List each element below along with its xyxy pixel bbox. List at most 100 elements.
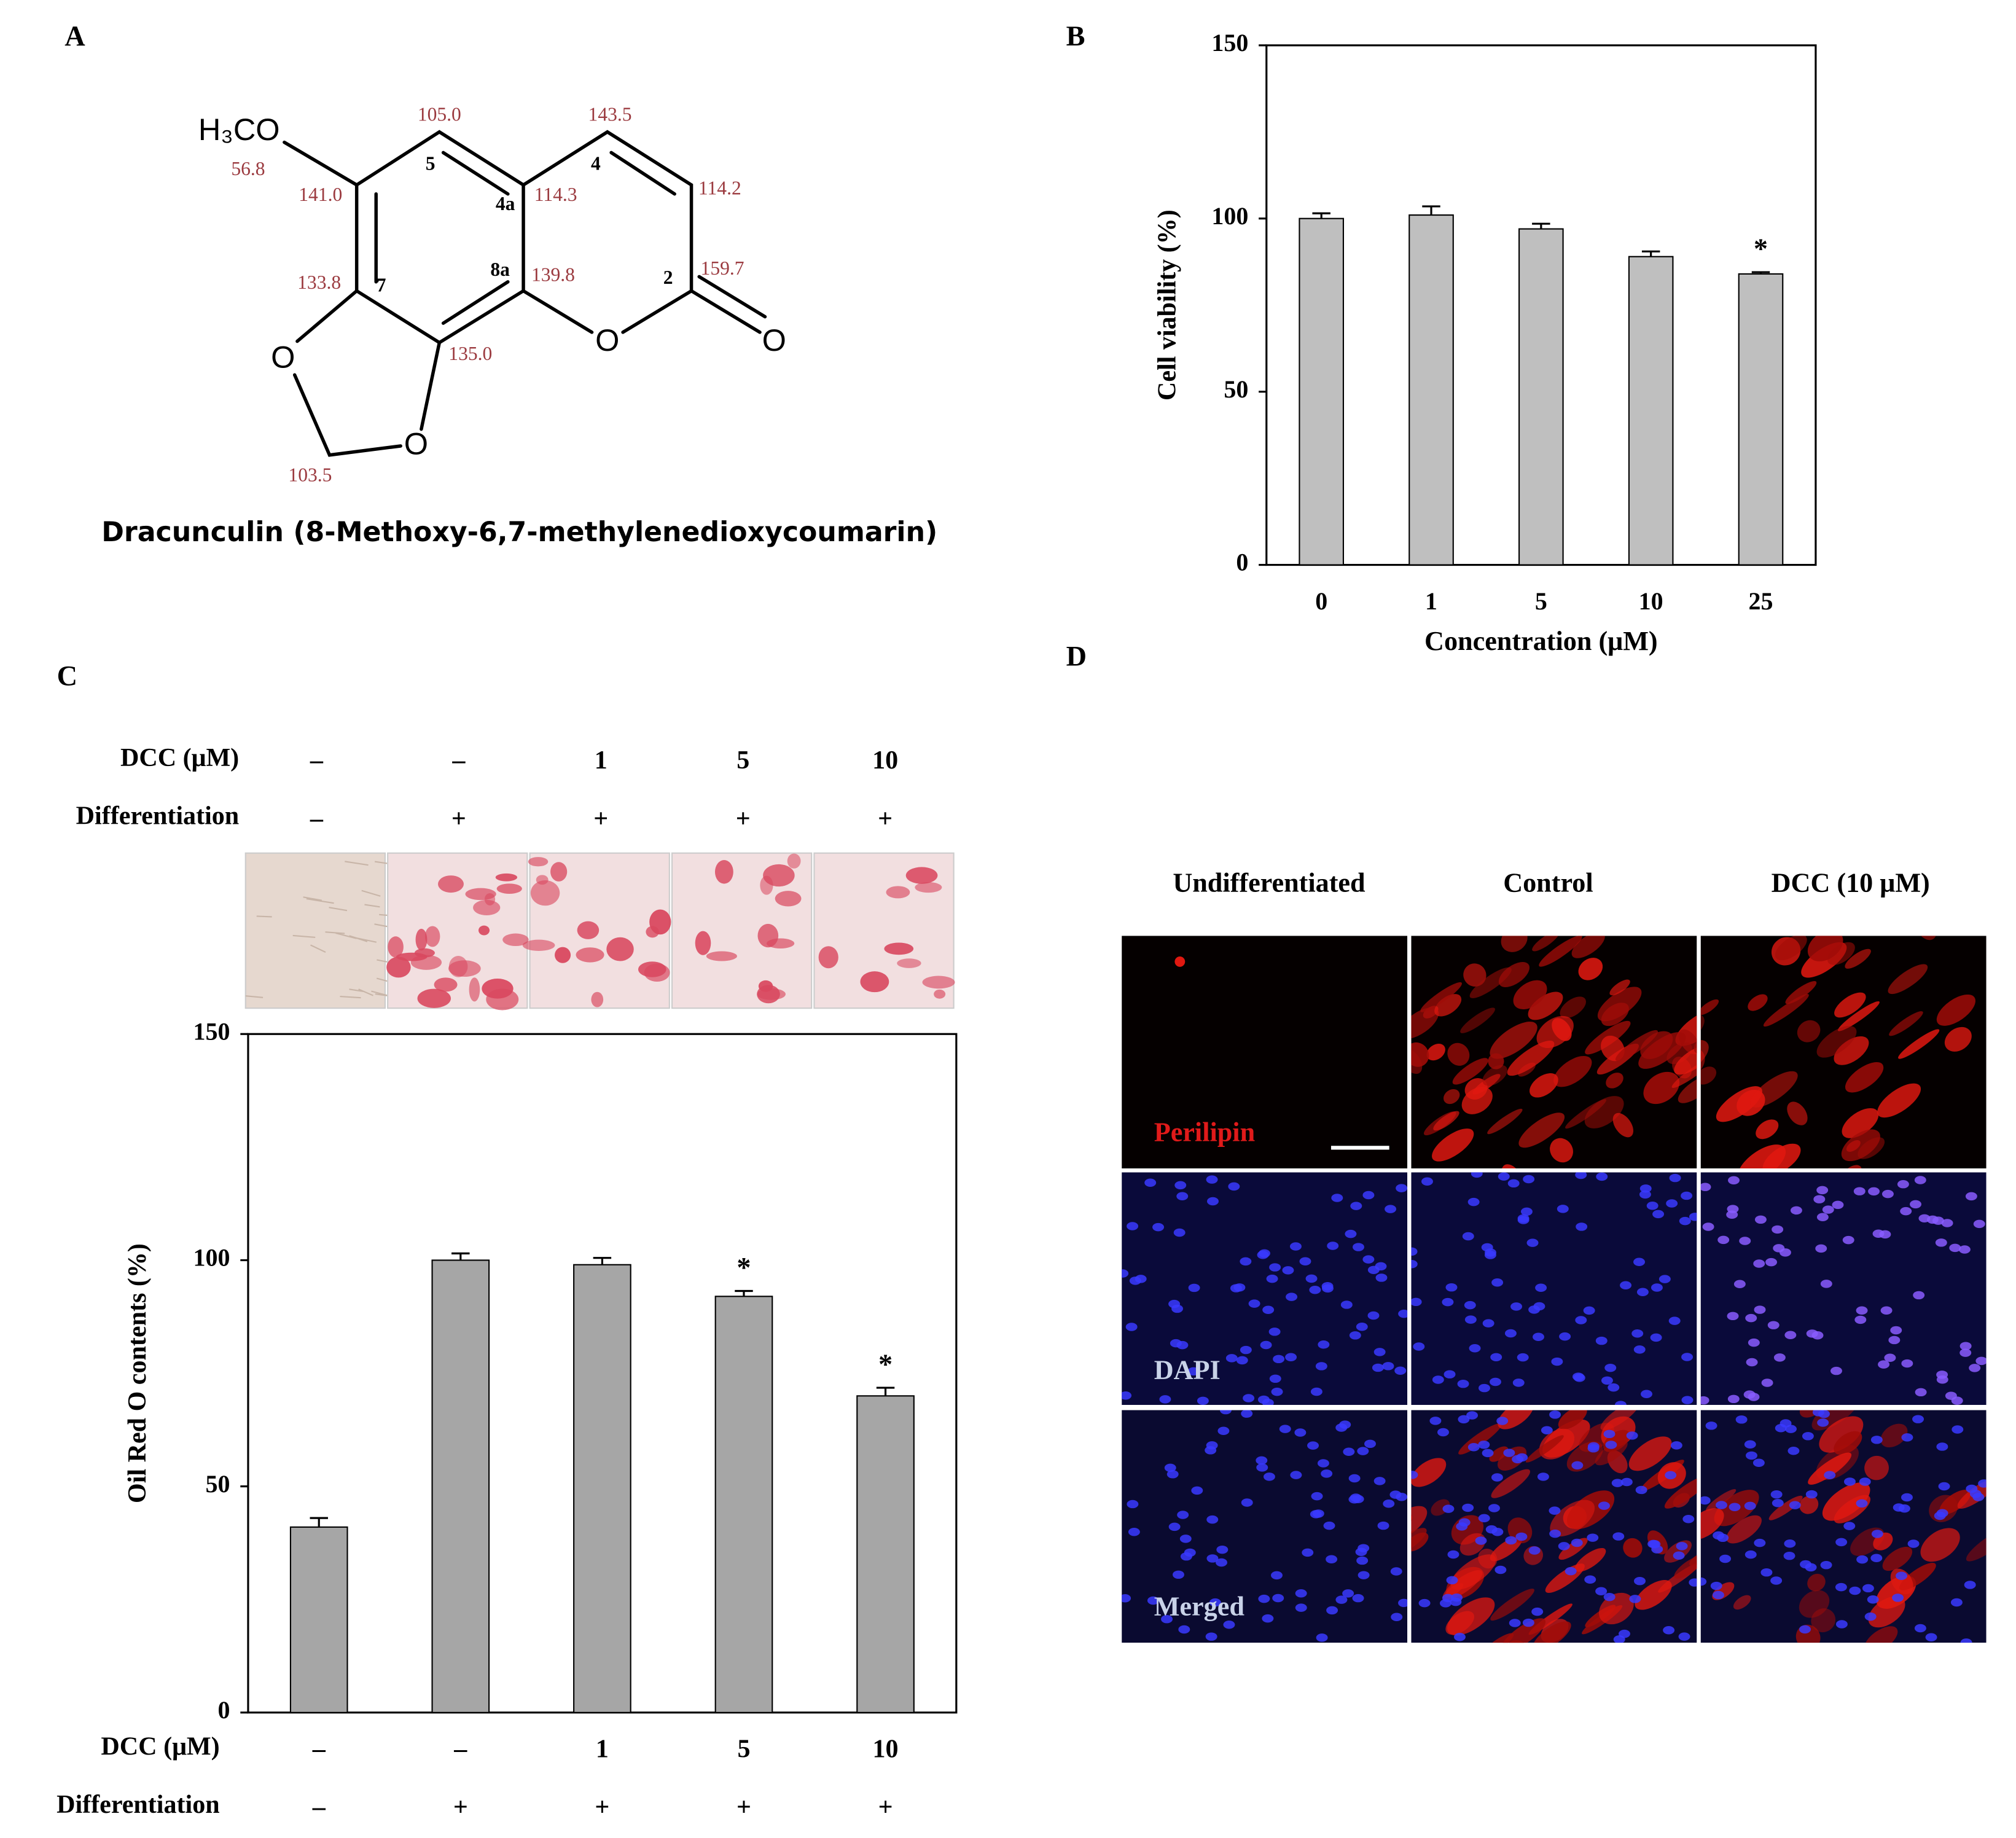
red-signal bbox=[1434, 994, 1462, 1017]
red-signal bbox=[1411, 1007, 1439, 1039]
nucleus bbox=[1240, 1257, 1252, 1266]
nucleus bbox=[1485, 1248, 1496, 1257]
nucleus bbox=[1494, 1565, 1507, 1574]
nucleus bbox=[1453, 1633, 1466, 1641]
nucleus bbox=[1893, 1503, 1905, 1512]
nucleus bbox=[1856, 1306, 1868, 1315]
stain-blob bbox=[922, 976, 955, 989]
nucleus bbox=[1790, 1206, 1802, 1215]
nucleus bbox=[1161, 1614, 1173, 1624]
red-signal bbox=[1615, 1030, 1659, 1062]
nucleus bbox=[1744, 1550, 1757, 1559]
stain-blob bbox=[438, 875, 464, 893]
nucleus bbox=[1327, 1242, 1339, 1250]
nucleus bbox=[1262, 1305, 1275, 1314]
nucleus bbox=[1666, 1199, 1678, 1208]
nucleus bbox=[1870, 1554, 1883, 1562]
nucleus bbox=[1744, 1440, 1756, 1449]
nucleus bbox=[1482, 1449, 1494, 1458]
nucleus bbox=[1689, 1213, 1697, 1221]
nucleus bbox=[1398, 1309, 1408, 1318]
red-signal bbox=[1487, 1108, 1523, 1135]
red-signal bbox=[1461, 1087, 1493, 1114]
nucleus bbox=[1743, 1390, 1756, 1399]
y-tick-label: 150 bbox=[193, 1017, 230, 1045]
stain-blob bbox=[550, 862, 568, 882]
nucleus bbox=[1432, 1375, 1444, 1384]
shift: 141.0 bbox=[299, 184, 342, 205]
nucleus bbox=[1678, 1632, 1690, 1641]
nucleus bbox=[1549, 1506, 1561, 1515]
condition-value: 10 bbox=[873, 1735, 899, 1764]
stain-blob bbox=[495, 873, 518, 882]
nucleus bbox=[1257, 1251, 1269, 1259]
nucleus bbox=[1309, 1285, 1321, 1294]
stain-blob bbox=[577, 921, 600, 939]
condition-value: + bbox=[593, 805, 608, 833]
red-signal bbox=[1936, 994, 1975, 1026]
nucleus bbox=[1811, 1331, 1824, 1340]
nucleus bbox=[1144, 1178, 1157, 1187]
shift: 56.8 bbox=[231, 158, 265, 179]
nucleus bbox=[1248, 1299, 1260, 1308]
nucleus bbox=[1761, 1378, 1773, 1387]
nucleus bbox=[1735, 1415, 1748, 1424]
red-signal bbox=[1763, 994, 1809, 1027]
nucleus bbox=[1315, 1362, 1327, 1371]
nucleus bbox=[1649, 1540, 1661, 1549]
nucleus bbox=[1604, 1363, 1617, 1372]
nucleus bbox=[1147, 1596, 1159, 1605]
bar bbox=[1408, 214, 1454, 566]
nucleus bbox=[1129, 1277, 1141, 1285]
red-signal bbox=[1623, 1538, 1643, 1558]
nucleus bbox=[1973, 1219, 1985, 1229]
cell-outline bbox=[353, 936, 377, 943]
nucleus bbox=[1633, 1257, 1645, 1266]
red-signal bbox=[1528, 991, 1563, 1020]
nucleus bbox=[1727, 1312, 1739, 1321]
red-signal bbox=[1700, 999, 1719, 1015]
nucleus bbox=[1339, 1420, 1351, 1429]
nucleus bbox=[1216, 1558, 1227, 1567]
nucleus bbox=[1681, 1353, 1694, 1361]
condition-label: DCC (μM) bbox=[120, 744, 239, 772]
nucleus bbox=[1164, 1463, 1176, 1472]
x-tick-label: 25 bbox=[1749, 587, 1773, 615]
cell-outline bbox=[310, 944, 326, 953]
nucleus bbox=[1959, 1348, 1972, 1357]
error-bar bbox=[1312, 212, 1330, 219]
nucleus bbox=[1515, 1532, 1528, 1541]
nucleus bbox=[1853, 1187, 1866, 1195]
nucleus bbox=[1639, 1184, 1652, 1193]
nucleus bbox=[1310, 1510, 1322, 1519]
micrograph bbox=[1411, 1172, 1697, 1406]
nucleus bbox=[1805, 1490, 1818, 1499]
stain-blob bbox=[388, 936, 404, 958]
nucleus bbox=[1854, 1315, 1867, 1324]
nucleus bbox=[1316, 1633, 1328, 1642]
nucleus bbox=[1558, 1542, 1570, 1551]
bar bbox=[573, 1264, 631, 1713]
red-signal bbox=[1877, 1083, 1921, 1118]
red-signal bbox=[1560, 996, 1586, 1019]
cell-outline bbox=[364, 904, 380, 908]
condition-value: – bbox=[310, 746, 324, 775]
stain-blob bbox=[787, 853, 801, 869]
nucleus bbox=[1726, 1210, 1738, 1219]
nucleus bbox=[1382, 1362, 1394, 1371]
nucleus bbox=[1949, 1243, 1961, 1253]
nucleus bbox=[1358, 1571, 1370, 1579]
nucleus bbox=[1377, 1521, 1389, 1530]
nucleus bbox=[1935, 1238, 1947, 1247]
nucleus bbox=[1174, 1181, 1187, 1190]
red-signal bbox=[1513, 980, 1547, 1010]
condition-label: DCC (μM) bbox=[101, 1732, 219, 1761]
cell-outline bbox=[292, 934, 316, 938]
nucleus bbox=[1352, 1594, 1364, 1603]
nucleus bbox=[1187, 1367, 1200, 1376]
nucleus bbox=[1373, 1477, 1386, 1485]
nucleus bbox=[1345, 1229, 1357, 1238]
red-signal bbox=[1643, 1071, 1680, 1105]
nucleus bbox=[1601, 1376, 1613, 1385]
nucleus bbox=[1551, 1357, 1563, 1366]
